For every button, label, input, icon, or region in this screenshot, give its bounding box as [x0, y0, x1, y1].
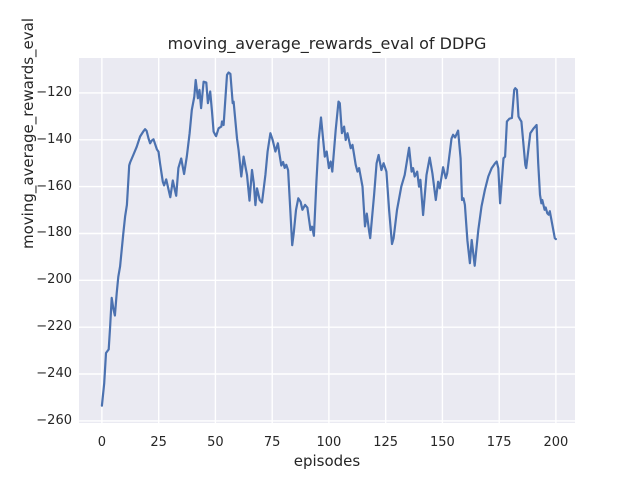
y-axis-label: moving_average_rewards_eval — [19, 18, 37, 249]
x-tick-label: 125 — [373, 435, 399, 450]
x-tick-label: 25 — [150, 435, 167, 450]
y-tick-label: −140 — [36, 131, 72, 147]
x-tick-label: 175 — [486, 435, 512, 450]
y-tick-label: −180 — [36, 225, 72, 241]
x-tick-label: 200 — [543, 435, 569, 450]
chart-title: moving_average_rewards_eval of DDPG — [167, 34, 487, 53]
x-tick-label: 100 — [316, 435, 342, 450]
y-tick-label: −200 — [36, 272, 72, 288]
y-tick-label: −160 — [36, 178, 72, 194]
line-plot-svg — [79, 58, 575, 423]
x-tick-label: 150 — [430, 435, 455, 450]
y-tick-label: −260 — [36, 412, 72, 428]
x-tick-label: 75 — [263, 435, 281, 450]
plot-area — [79, 58, 575, 423]
x-tick-label: 0 — [97, 435, 107, 450]
x-axis-label: episodes — [293, 452, 361, 470]
plot-background — [79, 58, 575, 423]
reward-line — [100, 71, 557, 407]
y-tick-label: −220 — [36, 319, 72, 335]
x-tick-label: 50 — [207, 435, 224, 450]
y-tick-label: −120 — [36, 84, 72, 100]
y-tick-label: −240 — [36, 366, 72, 382]
